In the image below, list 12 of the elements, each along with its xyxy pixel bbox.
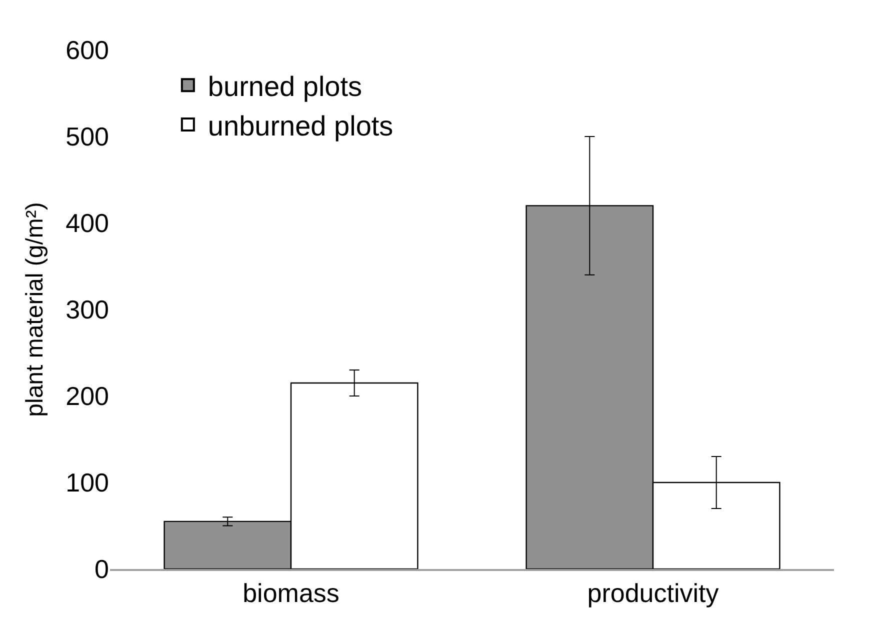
y-tick-label: 400 — [66, 208, 109, 238]
y-tick-label: 600 — [66, 35, 109, 66]
legend-label: burned plots — [208, 71, 362, 102]
y-tick-label: 300 — [66, 294, 109, 325]
x-tick-label: biomass — [242, 578, 340, 608]
legend-label: unburned plots — [208, 110, 394, 142]
y-tick-label: 200 — [66, 381, 109, 412]
y-tick-label: 0 — [94, 554, 109, 584]
y-tick-label: 500 — [66, 122, 109, 152]
y-tick-label: 100 — [66, 468, 109, 498]
x-tick-label: productivity — [587, 578, 719, 608]
y-axis-title: plant material (g/m²) — [22, 202, 49, 417]
